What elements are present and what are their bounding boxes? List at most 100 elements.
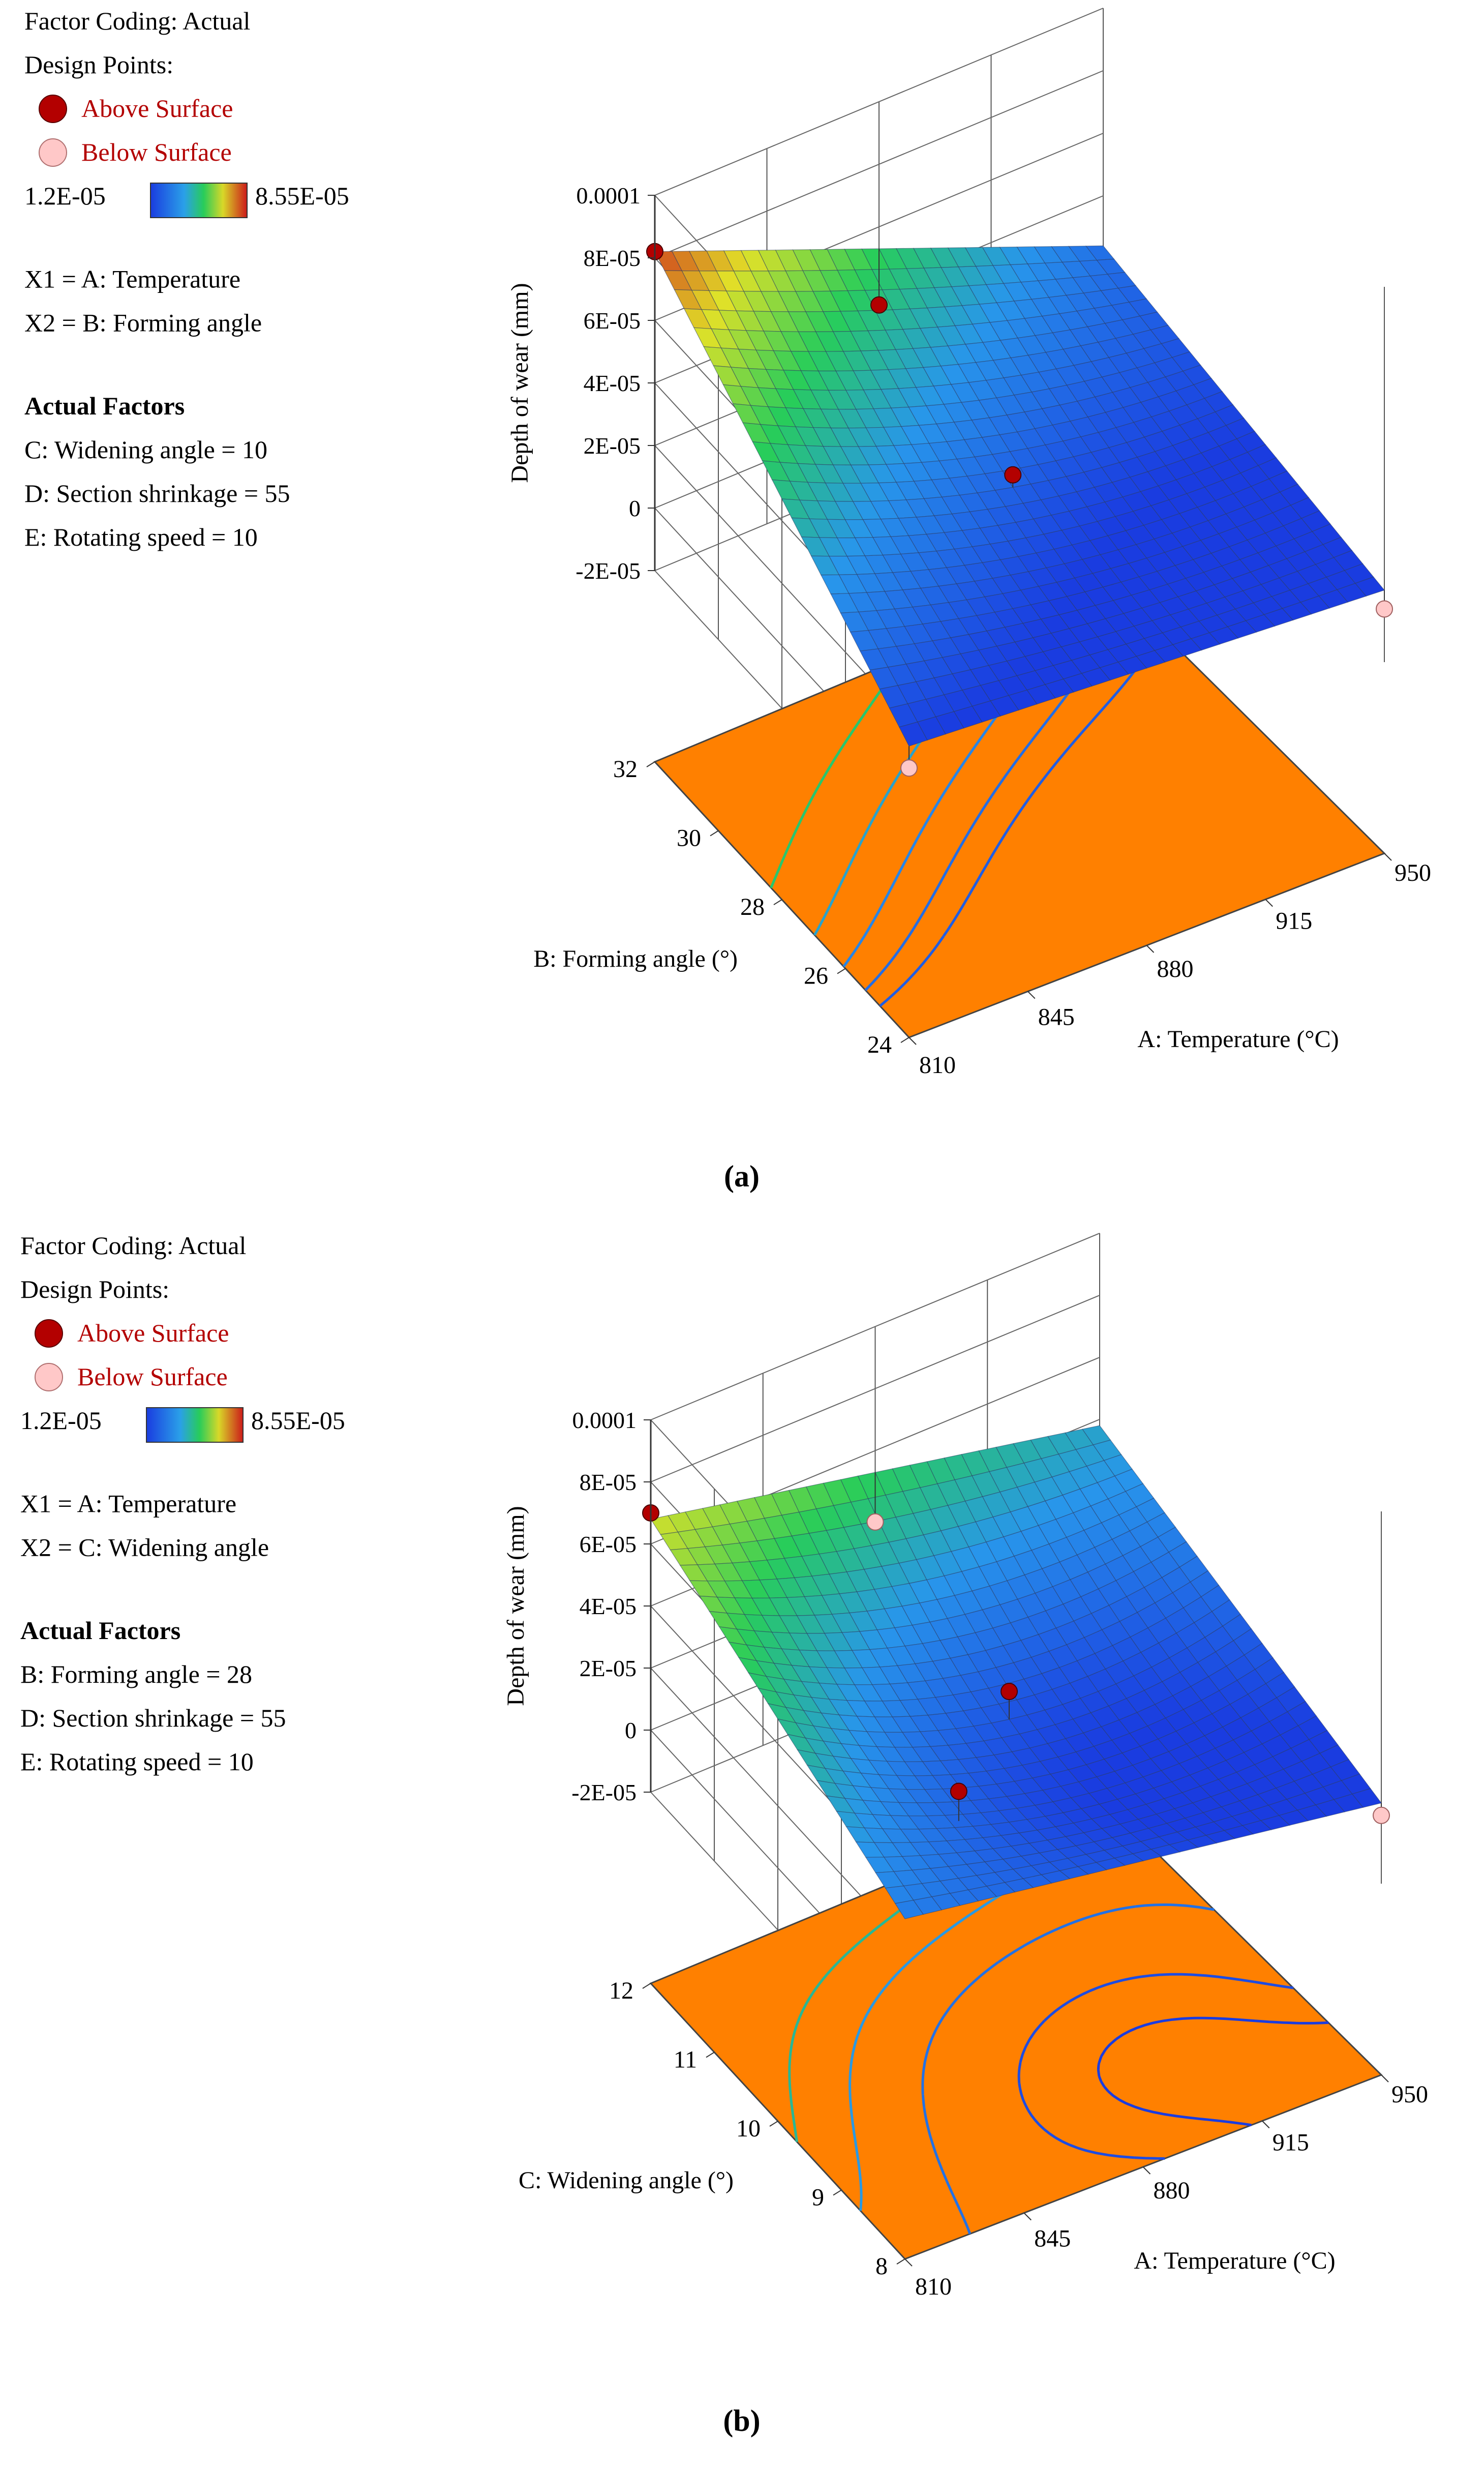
x-axis-label: A: Temperature (°C) (1137, 1026, 1339, 1053)
below-surface-marker-icon (39, 138, 67, 167)
z-axis-label: Depth of wear (mm) (502, 1506, 529, 1706)
x-tick (904, 2258, 913, 2267)
legend-block: Factor Coding: Actual Design Points: Above… (20, 1231, 345, 1776)
above-surface-marker-icon (39, 95, 67, 123)
above-surface-marker-icon (35, 1319, 63, 1348)
legend-min-value: 1.2E-05 (24, 182, 106, 210)
x-tick-label: 845 (1034, 2225, 1071, 2252)
y-tick (642, 1983, 651, 1989)
x-tick-label: 845 (1038, 1004, 1075, 1031)
contour-line (1017, 1973, 1294, 2160)
y-tick-label: 28 (740, 894, 765, 920)
y-axis-label: B: Forming angle (°) (533, 945, 738, 972)
z-tick-label: 2E-05 (584, 433, 641, 459)
y-tick (833, 2189, 842, 2196)
design-point (870, 296, 888, 314)
x-tick (1262, 2120, 1270, 2129)
y-tick-label: 30 (677, 825, 701, 852)
legend-factor-coding: Factor Coding: Actual (24, 7, 250, 35)
legend-min-value: 1.2E-05 (20, 1406, 102, 1435)
y-tick (706, 2051, 715, 2058)
x-tick (908, 1037, 917, 1045)
y-tick-label: 9 (812, 2184, 824, 2211)
y-tick (896, 2258, 905, 2265)
x-axis-label: A: Temperature (°C) (1134, 2247, 1335, 2274)
actual-factor: B: Forming angle = 28 (20, 1660, 252, 1688)
design-point (950, 1782, 967, 1800)
contour-floor (653, 574, 1386, 1038)
x-tick (1027, 991, 1036, 999)
y-tick-label: 32 (613, 756, 638, 783)
y-tick-label: 8 (875, 2253, 888, 2280)
z-tick-label: 6E-05 (584, 308, 641, 334)
z-tick-label: 4E-05 (580, 1593, 637, 1619)
response-surface (650, 1425, 1382, 1919)
x-tick-label: 880 (1154, 2177, 1190, 2204)
y-tick (837, 968, 846, 974)
z-tick-label: -2E-05 (571, 1779, 637, 1805)
actual-factors-title: Actual Factors (20, 1616, 180, 1645)
legend-max-value: 8.55E-05 (255, 182, 349, 210)
chart-panel: Factor Coding: Actual Design Points: Above… (20, 1231, 1428, 2437)
actual-factor: C: Widening angle = 10 (24, 435, 267, 464)
design-point (1376, 600, 1393, 618)
actual-factor: E: Rotating speed = 10 (20, 1747, 254, 1776)
panel-label: (b) (723, 2404, 760, 2437)
y-tick-label: 10 (736, 2115, 761, 2142)
x-tick-label: 950 (1395, 859, 1431, 886)
x-tick-label: 880 (1157, 956, 1194, 983)
design-points (646, 243, 1393, 777)
z-tick-label: 0 (629, 495, 641, 521)
x-tick-label: 915 (1276, 908, 1312, 935)
y-tick (900, 1037, 910, 1043)
legend-block: Factor Coding: Actual Design Points: Above… (24, 7, 349, 551)
surface-cell (894, 1899, 924, 1919)
z-tick-label: 0.0001 (577, 183, 641, 209)
grid-line (654, 8, 1104, 196)
x-tick (1023, 2212, 1032, 2221)
z-tick-label: 2E-05 (580, 1655, 637, 1681)
contour-line (921, 1903, 1215, 2235)
design-point (866, 1513, 884, 1531)
z-axis-label: Depth of wear (mm) (506, 283, 533, 483)
axes: -2E-05 0 2E-05 4E-05 6E-05 8E-05 0.0001 Depth o… (502, 1407, 1428, 2300)
chart-panel: Factor Coding: Actual Design Points: Above… (24, 7, 1431, 1193)
y-tick-label: 24 (867, 1031, 892, 1058)
y-axis-label: C: Widening angle (°) (519, 2167, 734, 2194)
z-tick-label: 8E-05 (584, 245, 641, 271)
x-tick (1265, 899, 1273, 907)
legend-design-points: Design Points: (20, 1275, 169, 1303)
y-tick-label: 11 (674, 2046, 697, 2073)
colorbar (150, 183, 248, 218)
response-surface (654, 245, 1385, 747)
grid-line (654, 70, 1104, 258)
z-tick-label: 6E-05 (580, 1531, 637, 1557)
panel-label: (a) (724, 1159, 760, 1193)
design-point (900, 759, 918, 777)
legend-above-surface: Above Surface (81, 94, 233, 123)
z-tick-label: 0.0001 (572, 1407, 637, 1433)
x-tick (1384, 853, 1392, 861)
y-tick (646, 761, 655, 767)
x-tick-label: 810 (915, 2273, 952, 2300)
x-tick-label: 950 (1391, 2081, 1428, 2108)
z-tick-label: 0 (625, 1717, 637, 1743)
design-point (1001, 1683, 1018, 1701)
actual-factor: D: Section shrinkage = 55 (20, 1704, 286, 1732)
contour-line (1097, 2016, 1329, 2127)
factor-x2: X2 = B: Forming angle (24, 308, 262, 337)
actual-factor: D: Section shrinkage = 55 (24, 479, 290, 508)
design-point (1004, 466, 1022, 484)
x-tick (1142, 2166, 1151, 2175)
surface-cell (898, 721, 928, 747)
axes: -2E-05 0 2E-05 4E-05 6E-05 8E-05 0.0001 Depth o… (506, 183, 1431, 1079)
y-tick-label: 26 (804, 963, 828, 990)
x-tick (1146, 945, 1155, 953)
x-tick (1381, 2074, 1389, 2083)
grid-line (650, 1295, 1100, 1482)
factor-x1: X1 = A: Temperature (24, 264, 240, 293)
y-tick (769, 2121, 778, 2127)
z-tick-label: -2E-05 (576, 558, 641, 584)
legend-design-points: Design Points: (24, 50, 173, 79)
